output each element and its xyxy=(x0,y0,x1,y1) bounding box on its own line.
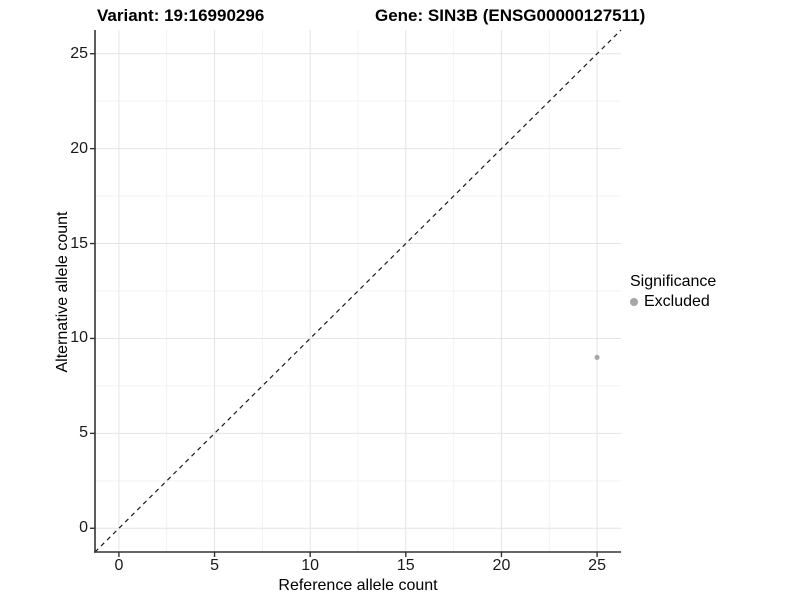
x-tick-label: 10 xyxy=(301,557,320,574)
plot-title-variant: Variant: 19:16990296 xyxy=(97,6,265,25)
plot-title-gene: Gene: SIN3B (ENSG00000127511) xyxy=(375,6,646,25)
legend-entry-label: Excluded xyxy=(644,293,710,310)
x-axis-title: Reference allele count xyxy=(278,577,438,594)
y-tick-label: 0 xyxy=(79,519,88,537)
x-tick-label: 15 xyxy=(396,557,415,574)
x-tick-label: 25 xyxy=(588,557,606,574)
x-tick-label: 0 xyxy=(114,557,124,574)
y-tick-label: 15 xyxy=(70,234,88,252)
y-axis-title: Alternative allele count xyxy=(54,211,71,373)
data-point xyxy=(594,354,600,360)
y-tick-label: 10 xyxy=(70,329,88,347)
x-tick-label: 20 xyxy=(492,557,511,574)
legend-key-dot xyxy=(630,297,638,306)
x-tick-label: 5 xyxy=(210,557,219,574)
y-tick-label: 20 xyxy=(70,139,88,157)
legend: Significance Excluded xyxy=(630,272,716,311)
legend-entry-excluded: Excluded xyxy=(630,292,716,311)
y-tick-label: 5 xyxy=(79,424,88,442)
y-tick-label: 25 xyxy=(70,44,88,62)
legend-title: Significance xyxy=(630,273,717,290)
